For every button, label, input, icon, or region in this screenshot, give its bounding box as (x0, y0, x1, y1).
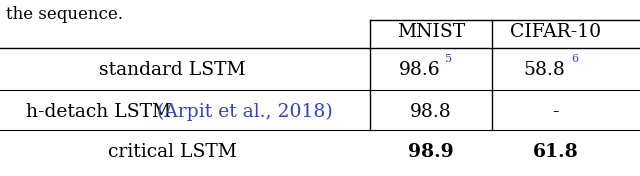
Text: critical LSTM: critical LSTM (108, 143, 237, 161)
Text: -: - (552, 103, 559, 121)
Text: 6: 6 (571, 54, 579, 64)
Text: (Arpit et al., 2018): (Arpit et al., 2018) (157, 103, 333, 121)
Text: 98.9: 98.9 (408, 143, 454, 161)
Text: 98.6: 98.6 (398, 61, 440, 79)
Text: h-detach LSTM: h-detach LSTM (26, 103, 177, 121)
Text: CIFAR-10: CIFAR-10 (510, 23, 601, 41)
Text: the sequence.: the sequence. (6, 6, 124, 23)
Text: 5: 5 (445, 54, 452, 64)
Text: MNIST: MNIST (397, 23, 465, 41)
Text: 61.8: 61.8 (532, 143, 579, 161)
Text: 98.8: 98.8 (410, 103, 452, 121)
Text: standard LSTM: standard LSTM (99, 61, 246, 79)
Text: 58.8: 58.8 (523, 61, 565, 79)
